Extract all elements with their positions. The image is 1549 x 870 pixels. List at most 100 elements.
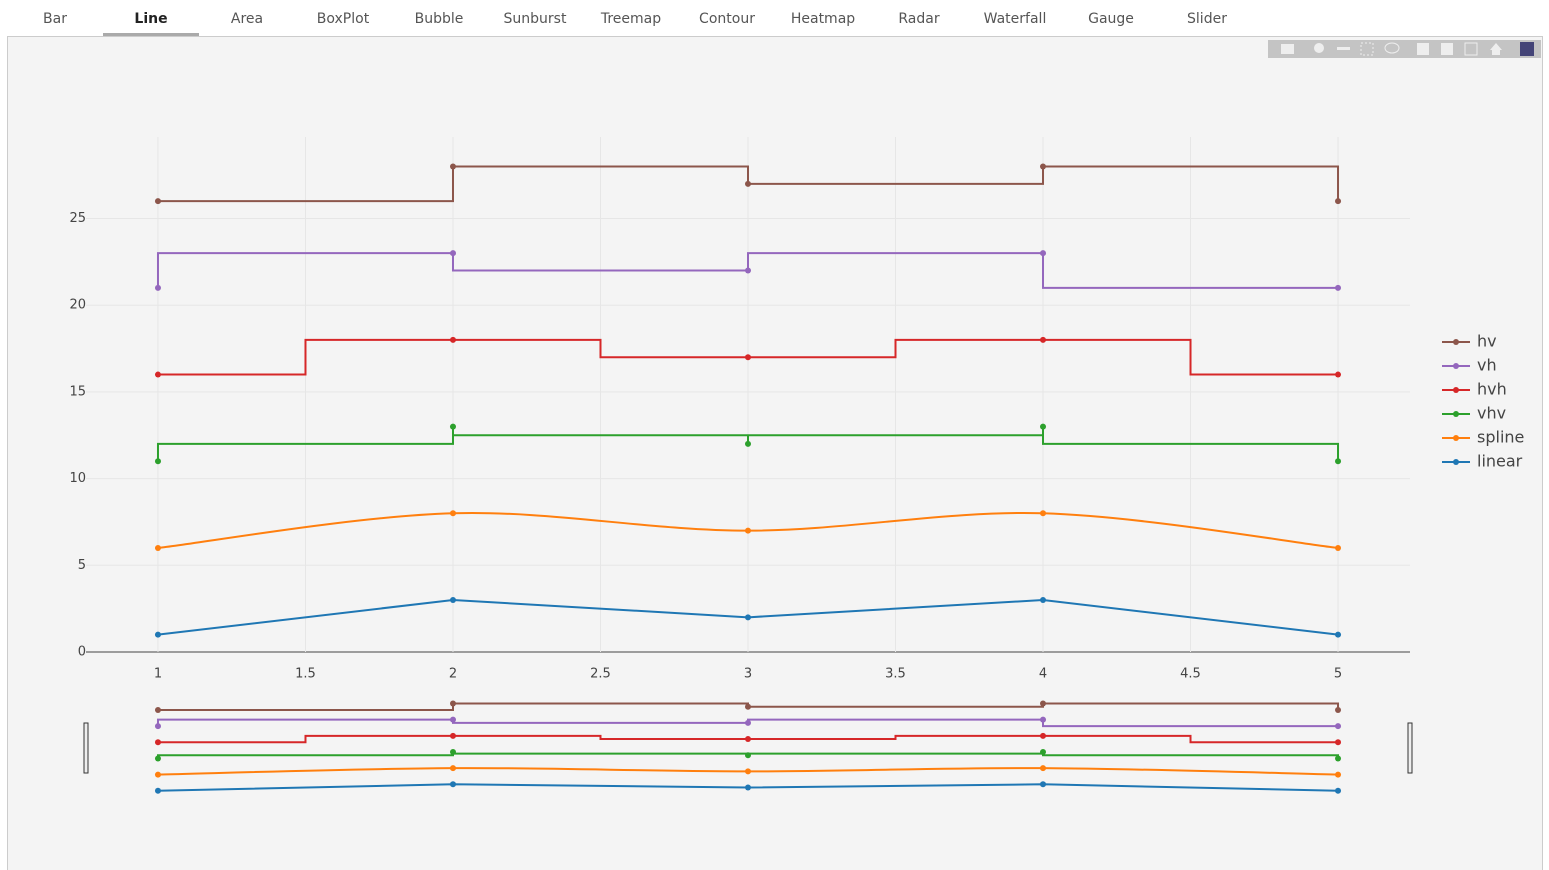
rangeslider-marker [1040,732,1047,739]
rangeslider-marker [1335,706,1342,713]
series-marker [745,527,751,534]
rangeslider-marker [1335,723,1342,730]
chart-panel [7,36,1543,870]
x-tick-label: 3.5 [885,667,906,682]
series-marker [1040,596,1047,603]
rangeslider-marker [449,765,456,772]
series-marker [745,180,751,187]
tab-label[interactable]: Heatmap [791,11,855,27]
rangeslider-marker [1040,781,1047,788]
series-marker [1335,371,1342,378]
legend-label[interactable]: vhv [1477,404,1506,423]
tab-label[interactable]: Area [231,11,263,27]
zoom-icon[interactable] [1314,43,1324,53]
rangeslider-handle[interactable] [83,722,89,774]
tab-label[interactable]: Treemap [600,11,661,27]
rangeslider-marker [1335,739,1342,746]
legend-label[interactable]: vh [1477,356,1497,375]
zoom-in-icon[interactable] [1417,43,1429,55]
series-marker [1040,163,1047,170]
series-marker [154,284,161,291]
legend-label[interactable]: hv [1477,332,1497,351]
series-marker [1040,250,1047,257]
lasso-icon[interactable] [1384,42,1400,54]
legend-marker [1453,435,1459,441]
series-marker [449,250,456,257]
tab-label[interactable]: Line [134,11,167,27]
tab-label[interactable]: BoxPlot [317,11,370,27]
series-marker [1335,631,1342,638]
modebar [1268,40,1541,58]
series-marker [1040,510,1047,517]
rangeslider-marker [1335,755,1342,762]
rangeslider-marker [745,719,751,726]
tab-label[interactable]: Contour [699,11,755,27]
tab-label[interactable]: Gauge [1088,11,1134,27]
zoom-out-icon[interactable] [1441,43,1453,55]
x-tick-label: 2 [449,667,457,682]
rangeslider-marker [1040,700,1047,707]
series-marker [449,163,456,170]
series-marker [1335,544,1342,551]
series-marker [154,198,161,205]
x-tick-label: 3 [744,667,752,682]
rangeslider-marker [745,736,751,743]
series-marker [449,423,456,430]
tab-label[interactable]: Bubble [415,11,464,27]
x-tick-label: 4 [1039,667,1047,682]
series-marker [154,631,161,638]
camera-icon[interactable] [1281,44,1294,54]
series-marker [1335,284,1342,291]
pan-icon[interactable] [1337,47,1350,50]
rangeslider-marker [1335,787,1342,794]
tab-label[interactable]: Bar [43,11,67,27]
rangeslider-marker [449,700,456,707]
rangeslider-marker [1040,716,1047,723]
tab-underline [103,33,199,36]
series-marker [154,458,161,465]
legend-marker [1453,363,1459,369]
series-marker [1335,198,1342,205]
legend-label[interactable]: hvh [1477,380,1507,399]
tab-label[interactable]: Sunburst [504,11,567,27]
y-tick-label: 15 [69,384,86,399]
series-marker [745,614,751,621]
legend-label[interactable]: spline [1477,428,1524,447]
plotly-logo[interactable] [1520,42,1534,56]
rangeslider-marker [449,781,456,788]
rangeslider-marker [154,771,161,778]
series-marker [745,440,751,447]
reset-icon[interactable] [1490,43,1502,55]
legend-label[interactable]: linear [1477,452,1523,471]
series-marker [745,267,751,274]
y-tick-label: 5 [78,558,86,573]
tab-label[interactable]: Waterfall [984,11,1047,27]
rangeslider-marker [154,755,161,762]
modebar-bg [1268,40,1541,58]
rangeslider-marker [449,716,456,723]
legend-marker [1453,459,1459,465]
y-tick-label: 20 [69,298,86,313]
legend-marker [1453,411,1459,417]
rangeslider-marker [154,706,161,713]
autoscale-icon[interactable] [1464,42,1478,56]
series-marker [154,544,161,551]
rangeslider-marker [154,739,161,746]
y-tick-label: 10 [69,471,86,486]
rangeslider-marker [745,784,751,791]
tab-label[interactable]: Slider [1187,11,1227,27]
x-tick-label: 4.5 [1180,667,1201,682]
tab-label[interactable]: Radar [898,11,939,27]
x-tick-label: 5 [1334,667,1342,682]
rangeslider-marker [1040,748,1047,755]
y-tick-label: 25 [69,211,86,226]
rangeslider-marker [745,703,751,710]
rangeslider-handle[interactable] [1407,722,1413,774]
y-tick-label: 0 [78,645,86,660]
x-tick-label: 1 [154,667,162,682]
series-marker [1040,336,1047,343]
rangeslider-marker [449,748,456,755]
select-icon[interactable] [1360,42,1374,56]
